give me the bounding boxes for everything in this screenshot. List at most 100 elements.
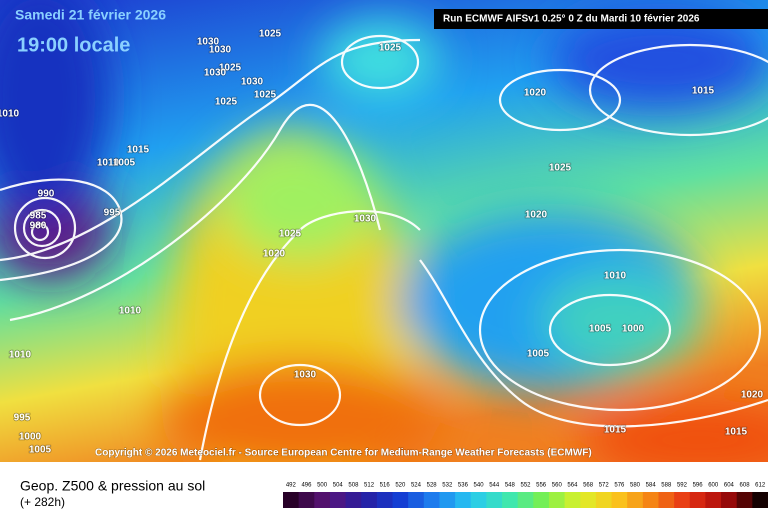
colorbar-label: 568 [583,483,594,489]
isobar-label: 1025 [219,63,242,74]
isobar-label: 1030 [197,37,220,48]
colorbar-label: 520 [395,483,406,489]
isobar-label: 1015 [725,427,748,438]
isobar-label: 1010 [0,109,20,120]
colorbar-label: 496 [301,483,312,489]
colorbar-label: 508 [348,483,359,489]
colorbar-swatch [689,492,706,508]
isobar-label: 1010 [604,271,627,282]
colorbar-swatch [674,492,691,508]
colorbar-label: 596 [693,483,704,489]
colorbar-label: 612 [755,483,766,489]
colorbar-swatch [611,492,628,508]
isobar-label: 1010 [119,306,142,317]
isobar-label: 1015 [604,425,627,436]
colorbar-swatch [470,492,487,508]
colorbar-label: 504 [333,483,344,489]
isobar-label: 1015 [127,145,150,156]
isobar-label: 1020 [263,249,286,260]
colorbar-label: 528 [427,483,438,489]
forecast-time: 19:00 locale [17,34,130,56]
colorbar-swatch [736,492,753,508]
colorbar-label: 592 [677,483,688,489]
colorbar-swatch [548,492,566,508]
colorbar-label: 572 [599,483,610,489]
isobar-label: 995 [104,208,121,219]
colorbar-label: 556 [536,483,547,489]
colorbar-label: 584 [646,483,657,489]
isobar-label: 1030 [241,77,264,88]
isobar-label: 1030 [209,45,232,56]
colorbar-label: 516 [380,483,391,489]
isobar-label: 1025 [215,97,238,108]
isobar-label: 1030 [354,214,377,225]
colorbar-label: 608 [740,483,751,489]
colorbar-label: 524 [411,483,422,489]
isobar-label: 985 [30,211,47,222]
isobar-label: 1030 [294,370,317,381]
colorbar-label: 552 [520,483,531,489]
colorbar-label: 560 [552,483,563,489]
isobar-label: 1000 [622,324,645,335]
colorbar-label: 588 [661,483,672,489]
colorbar-label: 544 [489,483,500,489]
colorbar-swatch [314,492,331,508]
colorbar-swatch [658,492,675,508]
colorbar-swatch [361,492,378,508]
forecast-date: Samedi 21 février 2026 [15,7,166,23]
isobar-label: 1005 [113,158,136,169]
colorbar-swatch [721,492,738,508]
isobar-label: 1020 [525,210,548,221]
colorbar-label: 532 [442,483,453,489]
isobar-label: 1030 [204,68,227,79]
isobar-label: 1005 [589,324,612,335]
isobar-label: 990 [38,189,55,200]
isobar-labels: 1030103010251025102510301030102510251020… [0,28,764,457]
copyright: Copyright © 2026 Meteociel.fr - Source E… [95,448,592,459]
colorbar-swatch [298,492,315,508]
colorbar-swatch [517,492,534,508]
colorbar-swatch [580,492,597,508]
colorbar: 492 496 500 504 508 512 516 520 524 528 532 536 540 5… [283,483,768,508]
colorbar-swatch [376,492,394,508]
colorbar-label: 564 [567,483,578,489]
run-info: Run ECMWF AIFSv1 0.25° 0 Z du Mardi 10 f… [443,14,700,25]
isobar-label: 1025 [279,229,302,240]
colorbar-label: 512 [364,483,375,489]
colorbar-label: 600 [708,483,719,489]
colorbar-label: 492 [286,483,297,489]
colorbar-label: 540 [474,483,485,489]
isobar-label: 1005 [527,349,550,360]
colorbar-swatch [486,492,503,508]
isobar-label: 1010 [9,350,32,361]
colorbar-swatch [329,492,347,508]
colorbar-swatch [705,492,722,508]
isobar-label: 980 [30,221,47,232]
run-box [434,9,768,29]
colorbar-swatch [564,492,581,508]
isobar-label: 1010 [97,158,120,169]
colorbar-swatch [439,492,456,508]
colorbar-label: 604 [724,483,735,489]
colorbar-swatch [345,492,362,508]
isobar-label: 1025 [379,43,402,54]
isobar-label: 1025 [259,29,282,40]
colorbar-swatch [502,492,519,508]
colorbar-swatch [408,492,425,508]
colorbar-label: 536 [458,483,469,489]
colorbar-swatch [533,492,550,508]
colorbar-label: 548 [505,483,516,489]
isobar-label: 1000 [19,432,42,443]
isobar-label: 1025 [254,90,277,101]
isobar-label: 1005 [29,445,52,456]
colorbar-swatch [752,492,768,508]
colorbar-label: 500 [317,483,328,489]
colorbar-swatch [595,492,613,508]
colorbar-swatch [455,492,472,508]
isobar-label: 1020 [524,88,547,99]
colorbar-label: 576 [614,483,625,489]
colorbar-swatch [423,492,440,508]
isobar-label: 1015 [692,86,715,97]
colorbar-swatch [627,492,644,508]
